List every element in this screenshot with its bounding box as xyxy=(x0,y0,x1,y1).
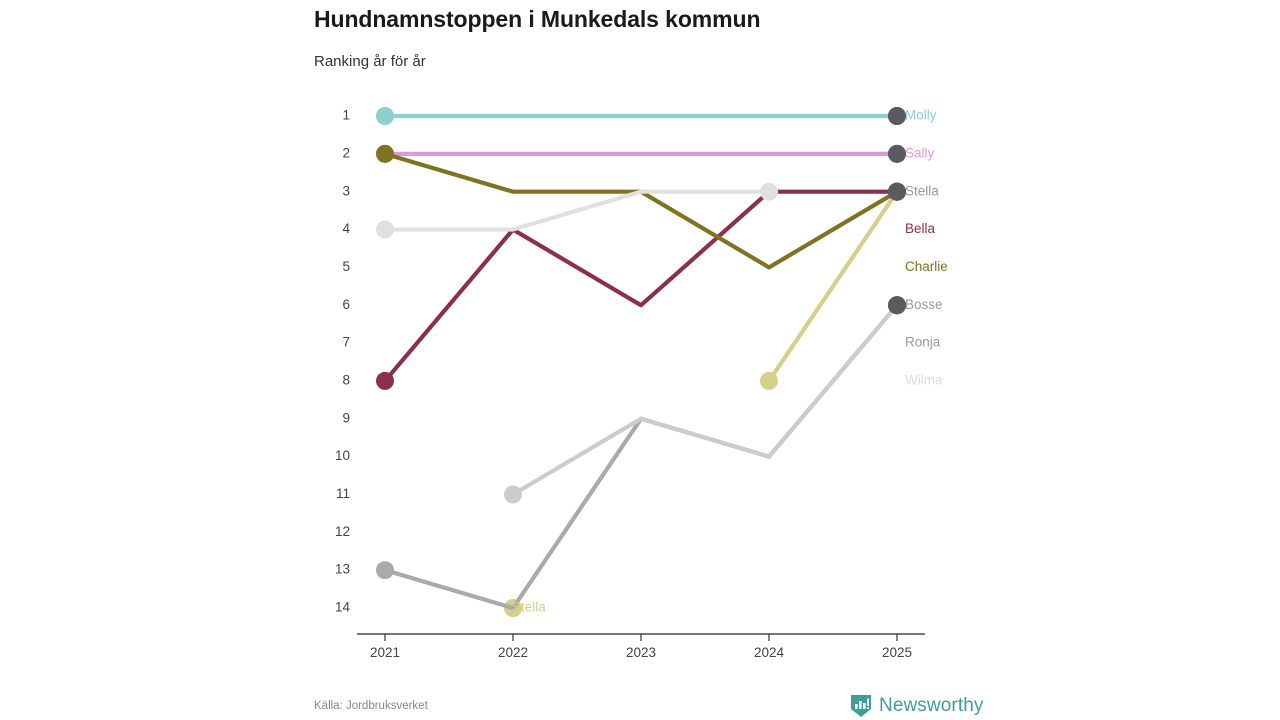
data-point-marker xyxy=(760,371,778,390)
x-axis-tick-label: 2024 xyxy=(754,645,785,660)
series-label-stella: Stella xyxy=(905,183,939,198)
endpoint-marker xyxy=(888,182,906,201)
series-label-ronja: Ronja xyxy=(905,335,941,350)
y-axis-tick-label: 11 xyxy=(336,486,350,501)
y-axis-tick-label: 14 xyxy=(335,600,351,615)
data-point-marker xyxy=(504,485,522,504)
x-axis-tick-label: 2021 xyxy=(370,645,400,660)
x-axis-tick-label: 2022 xyxy=(498,645,528,660)
series-line xyxy=(382,189,772,232)
series-line xyxy=(766,189,900,384)
page-title: Hundnamnstoppen i Munkedals kommun xyxy=(314,6,761,32)
y-axis-tick-label: 4 xyxy=(342,221,350,236)
data-point-marker xyxy=(376,371,394,390)
series-charlie xyxy=(376,144,906,270)
series-line xyxy=(510,303,900,497)
series-bosse xyxy=(376,296,906,611)
series-wilma xyxy=(376,182,778,239)
endpoint-marker xyxy=(888,296,906,315)
y-axis-tick-label: 12 xyxy=(335,524,350,539)
series-label-sally: Sally xyxy=(905,145,935,160)
y-axis-tick-label: 8 xyxy=(342,372,350,387)
data-point-marker xyxy=(376,220,394,239)
series-line xyxy=(382,303,900,611)
series-line xyxy=(382,189,900,384)
chart-subtitle: Ranking år för år xyxy=(314,53,426,70)
y-axis-tick-label: 1 xyxy=(342,108,350,123)
series-molly xyxy=(376,107,906,125)
endpoint-marker xyxy=(888,107,906,125)
y-axis-tick-label: 13 xyxy=(335,562,350,577)
y-axis-tick-label: 10 xyxy=(335,448,350,463)
series-label-wilma: Wilma xyxy=(905,372,943,387)
data-point-marker xyxy=(376,107,394,125)
series-bella xyxy=(376,182,906,390)
series-label-molly: Molly xyxy=(905,108,937,123)
x-axis-tick-label: 2025 xyxy=(882,645,912,660)
data-point-marker xyxy=(760,182,778,201)
y-axis-tick-label: 6 xyxy=(342,297,350,312)
y-axis-tick-label: 2 xyxy=(342,145,350,160)
y-axis-tick-label: 5 xyxy=(342,259,350,274)
series-label-charlie: Charlie xyxy=(905,259,948,274)
x-axis-tick-label: 2023 xyxy=(626,645,656,660)
y-axis-tick-label: 9 xyxy=(342,410,350,425)
series-label-bosse: Bosse xyxy=(905,297,943,312)
y-axis-tick-label: 7 xyxy=(342,335,350,350)
series-line xyxy=(382,151,900,270)
data-point-marker xyxy=(376,144,394,163)
endpoint-marker xyxy=(888,144,906,163)
source-note: Källa: Jordbruksverket xyxy=(314,700,428,712)
bar-chart-shield-icon xyxy=(851,695,871,717)
series-sally xyxy=(376,144,906,163)
data-point-marker xyxy=(376,561,394,580)
y-axis-tick-label: 3 xyxy=(342,183,350,198)
inline-label-stella: Stella xyxy=(512,600,546,615)
newsworthy-logo: Newsworthy xyxy=(850,694,983,718)
series-ronja xyxy=(504,296,906,504)
series-label-bella: Bella xyxy=(905,221,936,236)
logo-wordmark: Newsworthy xyxy=(879,695,984,716)
